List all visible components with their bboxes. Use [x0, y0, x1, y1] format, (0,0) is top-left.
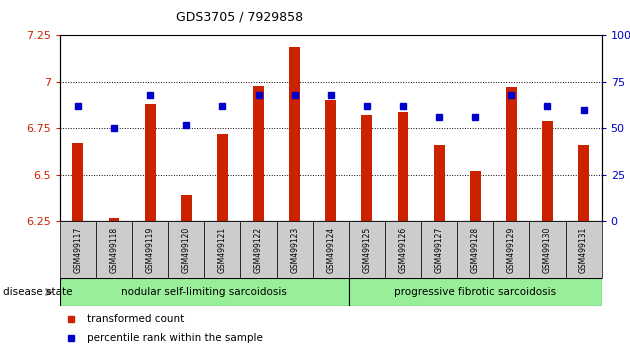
Bar	[217, 134, 228, 221]
Bar	[578, 145, 589, 221]
Bar	[398, 112, 408, 221]
Text: disease state: disease state	[3, 287, 72, 297]
Text: GSM499126: GSM499126	[399, 227, 408, 273]
Text: GSM499123: GSM499123	[290, 227, 299, 273]
FancyBboxPatch shape	[349, 221, 385, 278]
Bar	[433, 145, 445, 221]
Text: GDS3705 / 7929858: GDS3705 / 7929858	[176, 11, 303, 24]
Bar	[289, 46, 300, 221]
Bar	[145, 104, 156, 221]
Text: nodular self-limiting sarcoidosis: nodular self-limiting sarcoidosis	[122, 287, 287, 297]
FancyBboxPatch shape	[349, 278, 602, 306]
FancyBboxPatch shape	[204, 221, 241, 278]
FancyBboxPatch shape	[60, 278, 349, 306]
FancyBboxPatch shape	[421, 221, 457, 278]
Text: GSM499127: GSM499127	[435, 227, 444, 273]
Bar	[181, 195, 192, 221]
Text: percentile rank within the sample: percentile rank within the sample	[87, 333, 263, 343]
FancyBboxPatch shape	[277, 221, 312, 278]
Text: GSM499117: GSM499117	[74, 227, 83, 273]
Text: GSM499128: GSM499128	[471, 227, 479, 273]
FancyBboxPatch shape	[493, 221, 529, 278]
Bar	[542, 121, 553, 221]
Text: GSM499122: GSM499122	[254, 227, 263, 273]
Text: GSM499130: GSM499130	[543, 226, 552, 273]
Text: GSM499124: GSM499124	[326, 227, 335, 273]
FancyBboxPatch shape	[529, 221, 566, 278]
Text: GSM499121: GSM499121	[218, 227, 227, 273]
Text: GSM499118: GSM499118	[110, 227, 118, 273]
FancyBboxPatch shape	[132, 221, 168, 278]
Bar	[325, 101, 336, 221]
Bar	[362, 115, 372, 221]
Text: GSM499131: GSM499131	[579, 227, 588, 273]
Bar	[470, 171, 481, 221]
FancyBboxPatch shape	[96, 221, 132, 278]
Text: GSM499119: GSM499119	[146, 227, 154, 273]
Text: GSM499120: GSM499120	[182, 227, 191, 273]
FancyBboxPatch shape	[168, 221, 204, 278]
Bar	[108, 218, 120, 221]
FancyBboxPatch shape	[241, 221, 277, 278]
Text: progressive fibrotic sarcoidosis: progressive fibrotic sarcoidosis	[394, 287, 556, 297]
Bar	[253, 86, 264, 221]
Text: GSM499125: GSM499125	[362, 227, 371, 273]
FancyBboxPatch shape	[566, 221, 602, 278]
FancyBboxPatch shape	[457, 221, 493, 278]
FancyBboxPatch shape	[60, 221, 96, 278]
Bar	[72, 143, 83, 221]
Text: transformed count: transformed count	[87, 314, 184, 324]
FancyBboxPatch shape	[385, 221, 421, 278]
Text: GSM499129: GSM499129	[507, 227, 516, 273]
FancyBboxPatch shape	[312, 221, 349, 278]
Bar	[506, 87, 517, 221]
